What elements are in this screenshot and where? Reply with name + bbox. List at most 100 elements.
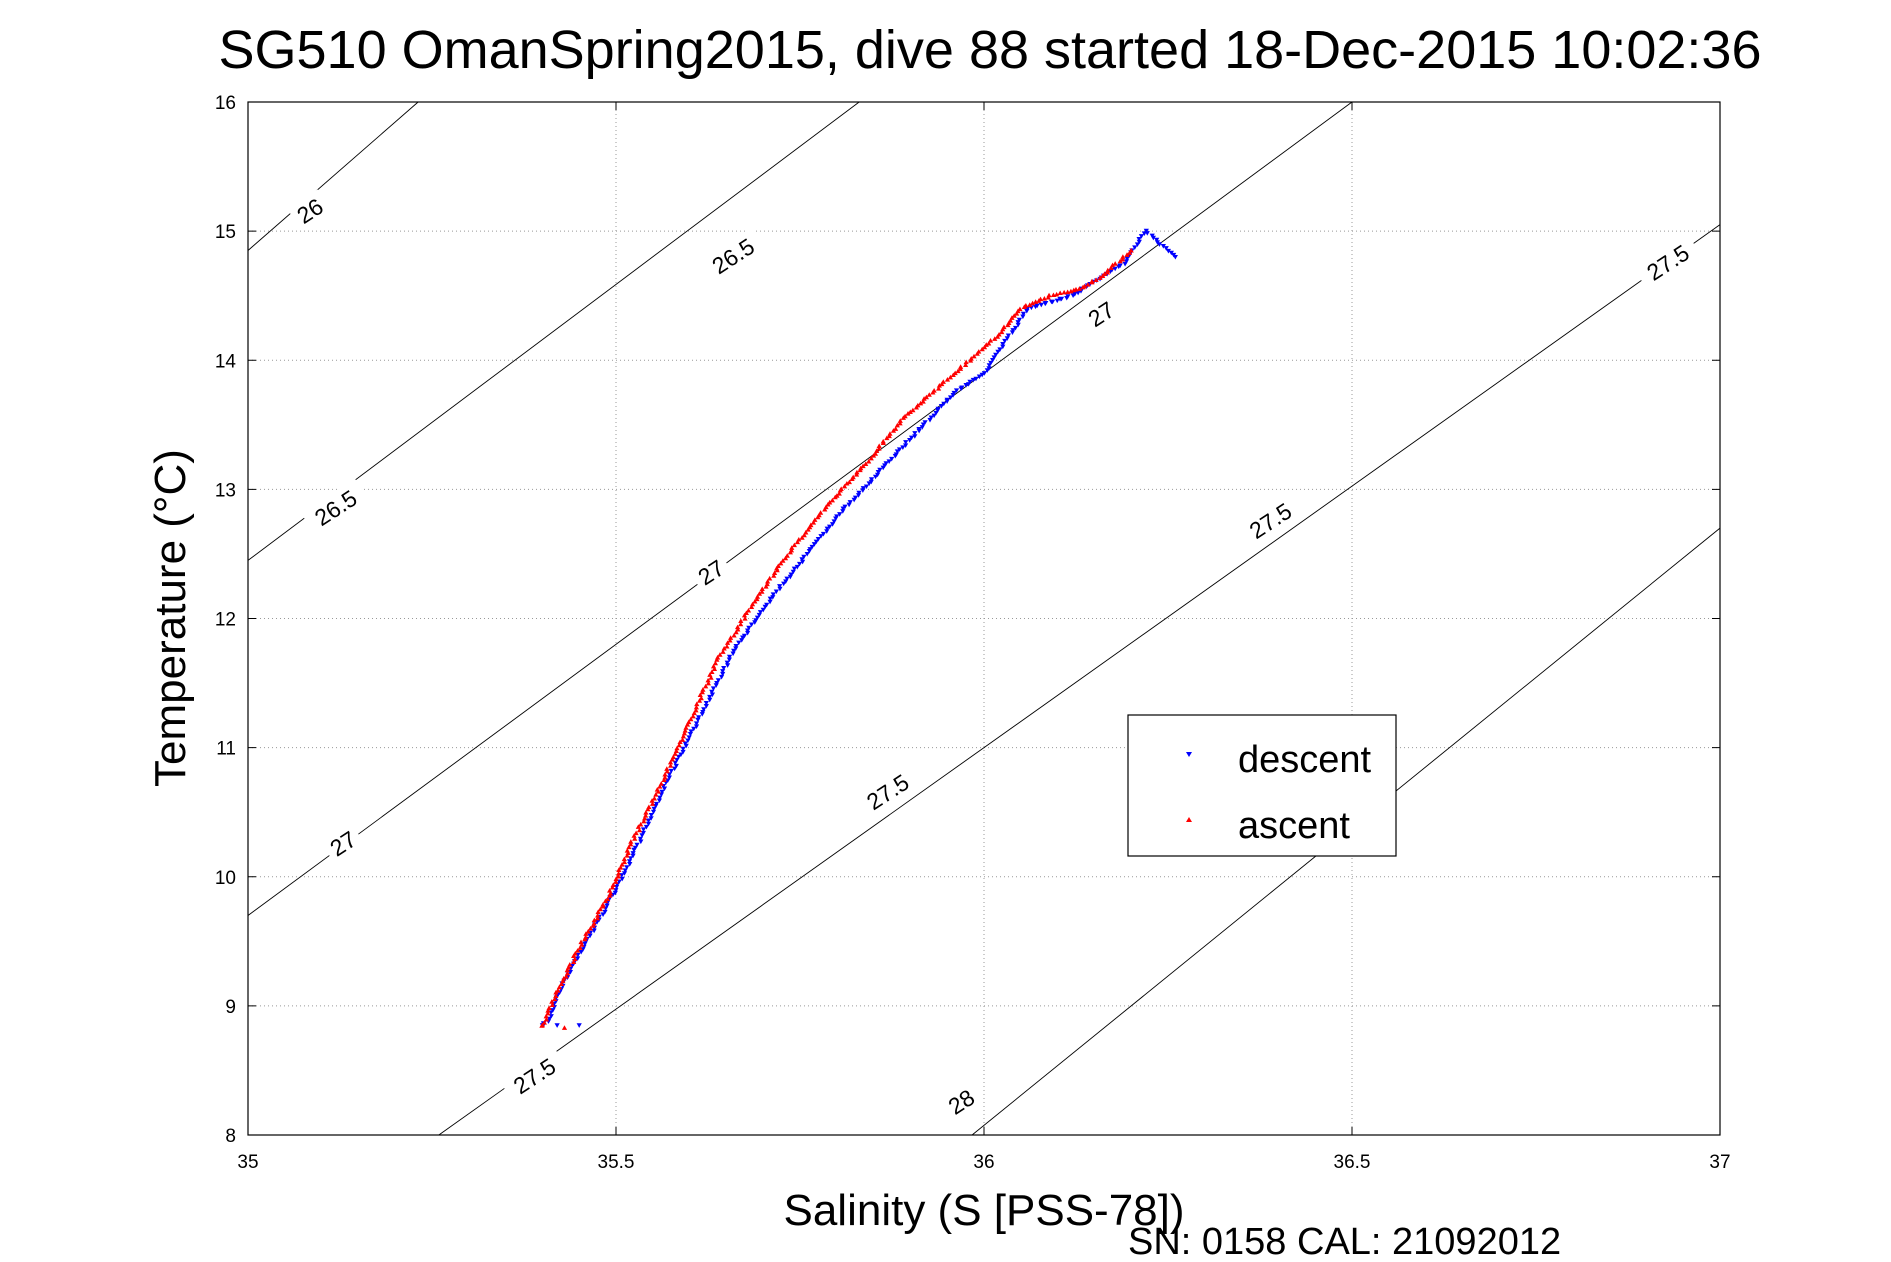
ascent-point [1117,258,1123,264]
ascent-point [963,362,969,367]
descent-point [1020,311,1027,317]
ascent-point [808,522,814,528]
ascent-point [810,519,817,525]
legend-ascent-marker [1186,817,1192,822]
contour-label-bg [1633,233,1701,289]
ascent-point [708,675,714,680]
descent-point [912,434,918,439]
ascent-point [841,483,848,489]
descent-point [877,467,883,473]
descent-point [710,686,716,691]
ascent-point [1109,262,1116,268]
descent-point [701,707,707,712]
ascent-point [619,862,625,867]
ascent-point [703,683,709,689]
ascent-point [676,742,682,748]
ascent-point [764,581,770,587]
descent-point [682,741,688,746]
ascent-point [591,920,597,926]
ascent-point [684,721,691,727]
descent-point [868,477,875,482]
ascent-point [541,1020,547,1025]
ascent-point [1076,286,1082,291]
ascent-point [902,413,908,419]
descent-point [811,542,817,547]
ascent-point [631,833,637,838]
descent-point [847,500,853,505]
descent-point [928,415,934,421]
descent-point [741,633,748,639]
ascent-point [876,443,882,449]
ascent-point [866,458,872,464]
ascent-point [605,896,611,902]
descent-point [721,666,727,671]
descent-point [745,630,751,636]
density-contour-line [247,101,419,251]
ascent-point [765,578,771,584]
descent-point [626,859,633,864]
descent-point [703,700,709,706]
ascent-point [710,663,717,669]
ascent-point [1017,306,1023,312]
ascent-point [1061,289,1067,295]
ascent-point [1120,254,1126,259]
descent-point [733,644,739,649]
contour-label-bg [1236,491,1303,547]
contour-label-bg [938,1080,982,1121]
ascent-point [823,504,829,510]
descent-point [893,452,899,457]
descent-point [773,589,779,595]
ascent-point [693,704,699,710]
ascent-point [754,596,760,602]
ascent-point [774,565,780,571]
descent-point [733,646,739,651]
ascent-point [715,654,721,660]
descent-point [818,534,824,539]
ascent-point [872,451,879,456]
ascent-point [625,850,631,856]
contour-label: 27.5 [1633,233,1701,289]
ascent-point [1085,282,1091,287]
ascent-point [553,993,559,998]
ascent-point [579,942,585,947]
ascent-point [791,542,797,548]
descent-point [842,504,848,510]
ascent-point [846,479,852,485]
descent-point [908,435,915,441]
descent-point [1143,228,1149,234]
descent-point [931,413,937,419]
ascent-point [897,418,903,423]
ascent-point [759,589,765,594]
ascent-point [670,754,676,760]
descent-point [724,660,730,666]
ascent-point [860,463,866,469]
descent-point [657,795,663,801]
ascent-point [618,864,624,870]
descent-point [632,845,638,851]
descent-point [784,576,790,582]
ascent-point [1046,292,1052,298]
descent-point [860,488,866,493]
descent-point [973,376,979,382]
ascent-point [803,529,809,535]
ascent-point [981,344,988,350]
ascent-point [653,792,659,797]
x-tick-label: 36.5 [1334,1152,1371,1173]
descent-point [713,683,719,688]
y-tick-label: 15 [215,222,236,243]
ascent-point [801,532,807,538]
descent-point [648,816,654,821]
ascent-point [587,925,594,931]
ascent-point [778,560,784,566]
ascent-point [699,689,705,695]
descent-point [638,839,644,845]
descent-point [993,352,999,358]
ascent-point [1007,318,1014,323]
descent-point [1065,294,1071,299]
descent-point [645,821,652,827]
descent-point [959,385,965,391]
descent-point [807,547,813,552]
descent-point [720,669,726,674]
descent-point [770,595,776,600]
descent-point [687,731,694,737]
